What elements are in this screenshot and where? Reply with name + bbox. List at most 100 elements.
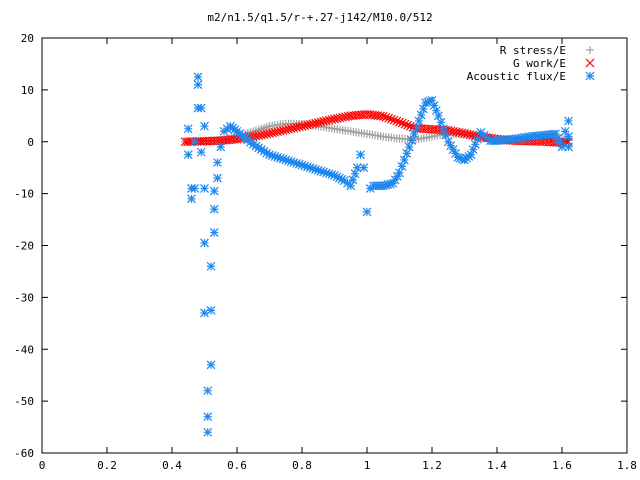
data-point bbox=[324, 115, 334, 125]
data-point bbox=[262, 129, 272, 139]
data-point bbox=[319, 116, 329, 126]
data-point bbox=[284, 124, 293, 134]
data-point bbox=[386, 114, 396, 124]
data-point bbox=[340, 112, 350, 122]
x-tick-label: 0 bbox=[39, 459, 46, 472]
legend-entry-label: Acoustic flux/E bbox=[467, 70, 566, 83]
data-point bbox=[203, 427, 213, 437]
data-point bbox=[193, 72, 203, 82]
data-point bbox=[209, 186, 219, 196]
data-point bbox=[316, 117, 326, 127]
data-point bbox=[384, 113, 394, 123]
data-point bbox=[206, 360, 216, 370]
data-point bbox=[270, 127, 280, 137]
data-point bbox=[395, 117, 404, 127]
data-point bbox=[416, 110, 426, 120]
data-point bbox=[400, 119, 410, 129]
data-point bbox=[209, 228, 219, 237]
data-point bbox=[389, 115, 399, 125]
data-point bbox=[327, 115, 337, 124]
x-tick-label: 1.4 bbox=[487, 459, 507, 472]
data-point bbox=[359, 163, 369, 173]
data-point bbox=[332, 113, 342, 123]
data-point bbox=[286, 124, 296, 134]
data-point bbox=[305, 119, 315, 129]
data-point bbox=[308, 119, 318, 129]
data-point bbox=[187, 194, 196, 204]
chart-title: m2/n1.5/q1.5/r-+.27-j142/M10.0/512 bbox=[207, 11, 432, 24]
data-point bbox=[378, 111, 388, 121]
data-point bbox=[190, 137, 200, 147]
data-point bbox=[206, 261, 216, 271]
data-point bbox=[564, 116, 573, 126]
x-tick-label: 1 bbox=[364, 459, 371, 472]
data-point bbox=[449, 126, 459, 136]
data-point bbox=[465, 130, 475, 139]
data-point bbox=[203, 386, 213, 396]
plot-frame bbox=[41, 37, 628, 454]
data-point bbox=[462, 129, 472, 139]
y-tick-label: -10 bbox=[14, 188, 34, 201]
x-tick-label: 1.8 bbox=[617, 459, 637, 472]
legend-entry-label: R stress/E bbox=[500, 44, 566, 57]
y-tick-label: -60 bbox=[14, 447, 34, 460]
data-point bbox=[216, 142, 226, 152]
axis-ticks: 0 0.2 0.4 0.6 0.8 1 1.2 1.4 1.6 1.8 20 10 0 -10 -20 -30… bbox=[14, 32, 637, 472]
legend-entry-marker bbox=[585, 71, 595, 81]
data-point bbox=[265, 129, 274, 138]
data-point bbox=[311, 118, 320, 128]
data-point bbox=[302, 120, 312, 130]
data-point bbox=[397, 118, 407, 128]
data-point bbox=[200, 238, 209, 248]
data-point bbox=[267, 128, 277, 138]
data-point bbox=[313, 118, 323, 127]
data-point bbox=[418, 104, 428, 114]
data-point bbox=[281, 125, 291, 135]
data-point bbox=[407, 136, 417, 145]
y-tick-label: -20 bbox=[14, 240, 34, 253]
legend-entry-label: G work/E bbox=[513, 57, 566, 70]
data-point bbox=[183, 150, 193, 160]
data-point bbox=[564, 142, 573, 152]
data-point bbox=[414, 116, 424, 126]
data-point bbox=[193, 80, 203, 90]
series-g-work-e bbox=[180, 109, 573, 148]
data-point bbox=[209, 204, 219, 214]
data-point bbox=[392, 116, 402, 126]
data-point bbox=[206, 305, 216, 315]
data-point bbox=[454, 127, 464, 137]
data-point bbox=[183, 124, 193, 134]
data-marks bbox=[180, 72, 573, 437]
data-point bbox=[451, 127, 461, 137]
data-point bbox=[292, 122, 302, 132]
data-point bbox=[273, 127, 283, 137]
legend-entry-marker bbox=[586, 46, 594, 54]
data-point bbox=[297, 121, 307, 131]
data-point bbox=[551, 129, 560, 139]
data-point bbox=[259, 146, 269, 156]
data-point bbox=[256, 130, 266, 140]
data-point bbox=[300, 121, 310, 131]
data-point bbox=[356, 150, 365, 160]
data-point bbox=[330, 114, 339, 124]
data-point bbox=[278, 125, 288, 135]
x-tick-label: 0.6 bbox=[227, 459, 247, 472]
data-point bbox=[259, 130, 269, 139]
y-tick-label: 10 bbox=[21, 84, 34, 97]
data-point bbox=[196, 147, 206, 157]
data-point bbox=[403, 120, 413, 130]
y-tick-label: -40 bbox=[14, 343, 34, 356]
y-tick-label: -30 bbox=[14, 291, 34, 304]
data-point bbox=[190, 184, 200, 193]
data-point bbox=[381, 112, 391, 122]
data-point bbox=[213, 173, 222, 183]
data-point bbox=[254, 131, 264, 140]
x-tick-label: 1.2 bbox=[422, 459, 442, 472]
series-acoustic-flux-e bbox=[183, 72, 573, 437]
data-point bbox=[460, 129, 469, 138]
data-point bbox=[555, 138, 565, 148]
data-point bbox=[362, 207, 372, 217]
data-point bbox=[350, 169, 360, 179]
x-tick-label: 0.2 bbox=[97, 459, 117, 472]
data-point bbox=[564, 132, 573, 141]
